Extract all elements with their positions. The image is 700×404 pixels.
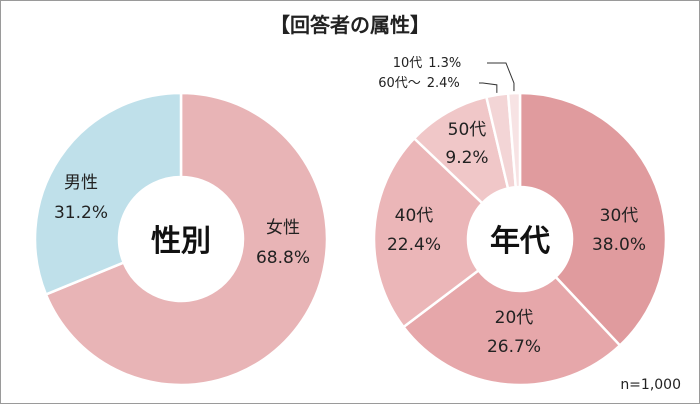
age-center-label: 年代 [490, 224, 550, 259]
gender-slice-1 [44, 91, 329, 387]
age-slice-value-3: 22.4% [387, 235, 441, 255]
age-slice-value-4: 9.2% [445, 148, 488, 168]
age-callout-line-6 [487, 62, 515, 92]
age-slice-value-2: 26.7% [487, 337, 541, 357]
sample-size-note: n=1,000 [620, 377, 681, 393]
gender-slice-name-2: 男性 [64, 173, 98, 193]
gender-slice-value-2: 31.2% [54, 203, 108, 223]
gender-slice-2 [33, 91, 183, 297]
age-slice-name-6: 10代 [393, 56, 423, 71]
age-slice-value-1: 38.0% [592, 235, 646, 255]
age-slice-3 [372, 136, 485, 329]
age-slice-value-5: 2.4% [427, 76, 460, 91]
age-slice-6 [506, 91, 522, 189]
age-callout-label-5: 60代～ 2.4% [378, 76, 460, 91]
age-slice-name-4: 50代 [448, 120, 487, 140]
chart-title: 【回答者の属性】 [270, 13, 430, 37]
age-callout-line-5 [479, 82, 498, 93]
age-donut-chart: 30代 38.0% 20代 26.7% 40代 22.4% 50代 9.2% 60代～ 2.4% 1… [372, 56, 668, 387]
age-slice-value-6: 1.3% [428, 56, 461, 71]
age-slice-name-1: 30代 [600, 206, 639, 226]
gender-slice-name-1: 女性 [266, 218, 300, 238]
age-slice-name-3: 40代 [395, 206, 434, 226]
age-callout-label-6: 10代 1.3% [393, 56, 462, 71]
age-slice-2 [401, 268, 622, 387]
gender-slice-value-1: 68.8% [256, 248, 310, 268]
gender-center-label: 性別 [151, 224, 211, 259]
age-slice-name-5: 60代～ [378, 76, 421, 91]
gender-donut-chart: 女性 68.8% 男性 31.2% 性別 [33, 91, 329, 387]
age-slice-name-2: 20代 [495, 308, 534, 328]
age-slice-1 [518, 91, 668, 348]
